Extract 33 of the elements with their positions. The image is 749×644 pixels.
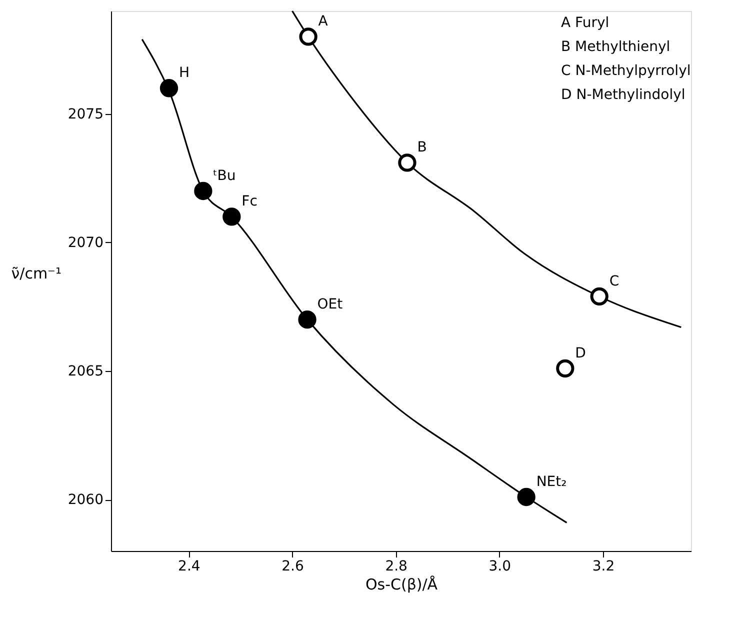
annotation: ᵗBu [213,168,236,184]
annotation: B Methylthienyl [561,39,670,55]
point [299,28,318,46]
y-tick-label: 2070 [68,234,104,251]
x-axis-title: Os-C(β)/Å [365,576,438,594]
annotation: D N-Methylindolyl [561,87,686,103]
y-tick-label: 2060 [68,492,104,508]
y-tick-label: 2075 [68,106,104,122]
point [160,79,178,98]
y-axis-title: ν̃/cm⁻¹ [11,264,62,282]
annotation: B [417,140,427,156]
annotation: C N-Methylpyrrolyl [561,63,691,79]
annotation: A [318,14,328,30]
x-tick-label: 3.0 [488,558,512,574]
point [556,359,574,378]
annotation: A Furyl [561,15,610,31]
x-tick-label: 2.8 [385,558,408,574]
annotation: NEt₂ [536,474,567,490]
annotation: H [179,65,190,82]
point [194,182,212,200]
point [298,310,316,329]
x-tick-label: 3.2 [592,558,615,574]
point [222,208,241,226]
x-tick-label: 2.6 [282,558,304,574]
annotation: Fc [242,194,258,210]
annotation: OEt [317,296,344,313]
point [398,154,416,172]
y-tick-label: 2065 [68,364,104,380]
point [517,488,536,506]
annotation: C [609,273,620,290]
x-tick-label: 2.4 [178,558,200,574]
point [590,287,608,306]
annotation: D [575,345,586,362]
